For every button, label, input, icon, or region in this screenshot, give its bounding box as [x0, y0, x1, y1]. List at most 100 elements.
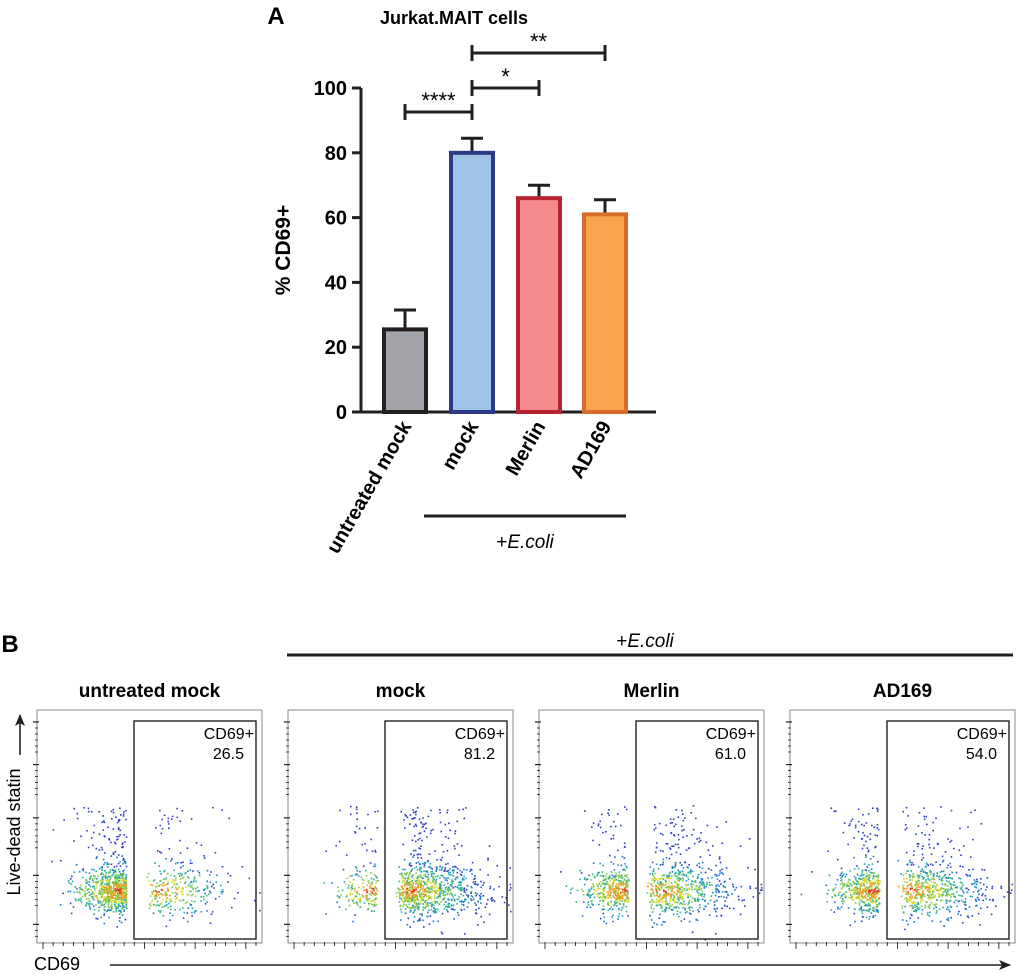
flow-dot	[366, 891, 369, 894]
flow-dot	[619, 881, 621, 884]
flow-dot	[104, 883, 106, 885]
flow-dot	[576, 889, 579, 892]
flow-dot	[703, 896, 705, 898]
flow-dot	[916, 892, 918, 894]
flow-dot	[599, 862, 601, 865]
flow-dot	[665, 907, 668, 910]
flow-dot	[101, 848, 104, 851]
flow-dot	[374, 874, 376, 876]
flow-dot	[112, 869, 114, 871]
flow-dot	[221, 888, 224, 891]
flow-dot	[416, 907, 419, 910]
flow-dot	[615, 883, 618, 885]
flow-dot	[747, 866, 749, 869]
flow-dot	[980, 888, 982, 890]
flow-dot	[430, 886, 433, 889]
flow-dot	[620, 880, 622, 882]
flow-dot	[363, 879, 366, 882]
flow-dot	[408, 881, 410, 884]
flow-dot	[959, 827, 961, 830]
flow-dot	[426, 871, 429, 873]
flow-dot	[408, 864, 411, 866]
flow-dot	[731, 893, 733, 895]
flow-dot	[71, 880, 74, 883]
flow-dot	[856, 880, 858, 882]
flow-dot	[667, 882, 670, 885]
flow-dot	[967, 875, 969, 877]
flow-dot	[911, 904, 913, 907]
flow-dot	[941, 895, 943, 897]
flow-dot	[179, 852, 182, 854]
flow-dot	[654, 806, 656, 808]
flow-dot	[126, 907, 128, 910]
flow-dot	[938, 878, 941, 881]
flow-dot	[917, 883, 919, 885]
flow-dot	[600, 875, 602, 877]
flow-dot	[599, 826, 602, 829]
flow-dot	[692, 875, 694, 878]
flow-dot	[682, 893, 684, 896]
flow-gate-label-0: CD69+	[204, 726, 254, 743]
flow-dot	[91, 868, 93, 871]
flow-dot	[87, 846, 90, 849]
flow-dot	[621, 877, 624, 879]
flow-dot	[718, 874, 720, 877]
flow-dot	[682, 890, 685, 892]
flow-dot	[180, 890, 182, 893]
flow-dot	[167, 820, 169, 823]
flow-dot	[85, 879, 87, 881]
flow-dot	[113, 900, 116, 902]
flow-dot	[98, 833, 101, 835]
flow-dot	[864, 880, 867, 882]
flow-dot	[872, 807, 874, 809]
flow-dot	[677, 873, 680, 875]
flow-dot	[446, 906, 449, 908]
flow-dot	[678, 878, 681, 880]
flow-dot	[687, 876, 689, 878]
flow-dot	[930, 895, 932, 897]
flow-dot	[68, 882, 71, 884]
flow-dot	[190, 894, 193, 897]
flow-dot	[700, 879, 703, 882]
flow-dot	[101, 895, 103, 897]
flow-dot	[862, 874, 864, 877]
flow-dot	[461, 871, 463, 873]
flow-dot	[399, 897, 401, 900]
flow-dot	[922, 893, 924, 895]
flow-dot	[737, 895, 740, 898]
flow-dot	[480, 915, 482, 918]
flow-dot	[185, 886, 187, 889]
flow-dot	[662, 863, 664, 865]
flow-dot	[614, 856, 616, 858]
flow-dot	[434, 850, 436, 852]
flow-dot	[617, 886, 619, 889]
flow-dot	[661, 896, 664, 899]
flow-dot	[695, 817, 697, 820]
flow-dot	[335, 845, 337, 847]
flow-dot	[192, 887, 194, 889]
flow-dot	[437, 889, 440, 892]
flow-dot	[349, 892, 352, 894]
flow-dot	[673, 913, 675, 916]
flow-dot	[853, 837, 855, 839]
flow-dot	[200, 900, 202, 902]
flow-plot-ticks-1	[284, 721, 508, 949]
flow-dot	[125, 881, 127, 884]
flow-dot	[77, 899, 80, 901]
flow-dot	[410, 891, 413, 893]
flow-dot	[407, 878, 410, 880]
flow-dot	[122, 906, 124, 909]
flow-dot	[409, 926, 411, 928]
flow-dot	[456, 898, 458, 901]
flow-dot	[858, 908, 861, 911]
flow-dot	[699, 906, 701, 909]
flow-dot	[852, 893, 855, 895]
flow-dot	[350, 887, 353, 889]
flow-dot	[88, 884, 90, 886]
flow-dot	[613, 820, 615, 823]
flow-dot	[480, 893, 482, 895]
flow-dot	[921, 913, 923, 915]
flow-dot	[855, 897, 857, 900]
flow-dot	[111, 905, 113, 908]
flow-dot	[422, 893, 424, 896]
